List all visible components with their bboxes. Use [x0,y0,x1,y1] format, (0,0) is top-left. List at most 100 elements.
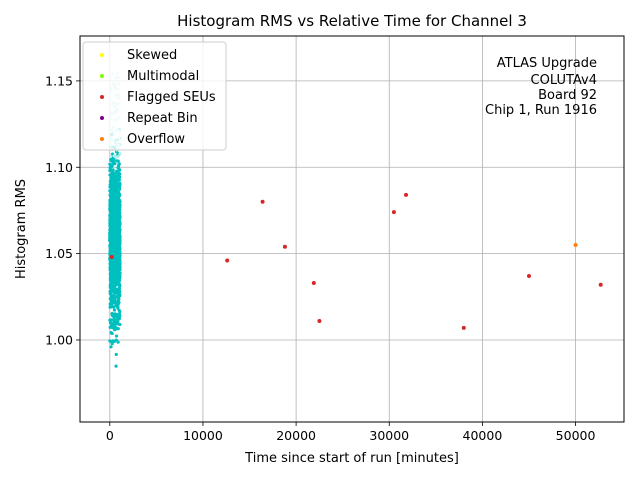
data-point [404,192,409,197]
legend-marker-flagged-seus [100,95,104,99]
legend-label-multimodal: Multimodal [127,69,199,84]
cluster-point [114,303,118,307]
cluster-point [110,203,114,207]
cluster-point [108,217,112,221]
cluster-point [113,299,117,303]
data-point [461,325,466,330]
cluster-point [118,274,122,279]
cluster-point [115,281,120,285]
annotation-line: ATLAS Upgrade [497,56,597,71]
cluster-point [111,196,116,201]
cluster-point [110,331,114,336]
cluster-point [118,183,122,187]
cluster-point [118,309,122,314]
cluster-point [117,287,121,291]
cluster-points [108,71,122,368]
cluster-point [109,213,113,217]
cluster-point [112,234,117,239]
y-tick-label: 1.15 [45,73,73,88]
cluster-point [113,328,117,332]
cluster-point [118,258,122,262]
cluster-point [115,188,120,192]
annotation-block: ATLAS Upgrade COLUTAv4 Board 92 Chip 1, … [485,56,597,118]
cluster-point [110,342,114,346]
cluster-point [112,158,116,162]
legend: Skewed Multimodal Flagged SEUs Repeat Bi… [82,41,227,151]
cluster-point [114,334,119,338]
cluster-point [116,271,121,275]
cluster-point [109,345,113,349]
cluster-point [110,322,114,326]
cluster-point [110,182,114,186]
cluster-point [114,352,118,357]
cluster-point [117,205,121,209]
cluster-point [115,169,119,173]
cluster-point [118,253,122,258]
legend-label-overflow: Overflow [127,132,185,147]
data-point [598,282,603,287]
cluster-point [111,162,115,166]
cluster-point [112,179,116,184]
legend-label-repeat-bin: Repeat Bin [127,111,198,126]
legend-label-flagged-seus: Flagged SEUs [127,90,216,105]
legend-marker-skewed [100,53,104,57]
data-point [311,280,316,285]
cluster-point [110,282,115,286]
cluster-point [115,194,119,198]
cluster-point [110,267,114,271]
cluster-point [116,217,120,222]
data-point [109,255,114,260]
plot-frame [79,35,625,423]
cluster-point [115,214,119,218]
cluster-point [116,176,120,180]
cluster-point [112,262,116,266]
cluster-point [116,202,121,207]
cluster-point [108,162,112,166]
cluster-point [116,238,120,242]
cluster-point [116,267,120,272]
cluster-point-faint [112,154,116,158]
cluster-point [116,298,120,303]
cluster-point [116,294,120,298]
legend-marker-repeat-bin [100,116,104,120]
cluster-point [108,244,112,248]
legend-marker-overflow [100,137,104,141]
cluster-point [109,168,113,172]
cluster-point [108,318,112,322]
x-axis-title: Time since start of run [minutes] [244,451,459,466]
cluster-point [114,244,118,248]
cluster-point [108,305,112,309]
data-points [109,192,603,330]
cluster-point [109,274,113,279]
cluster-point [114,248,118,252]
cluster-point [108,238,112,243]
cluster-point [115,262,119,267]
cluster-point [114,338,118,342]
y-tick-label: 1.00 [45,332,73,347]
cluster-point [113,241,117,245]
cluster-point-faint [116,155,120,159]
cluster-point [112,294,117,298]
cluster-point [111,175,116,179]
cluster-point [110,296,115,300]
x-tick-label: 20000 [276,428,316,443]
data-point [391,210,396,215]
cluster-point [111,278,115,282]
cluster-point [108,166,112,170]
cluster-point [113,324,117,328]
cluster-point [108,252,112,256]
axis-ticks: 0 10000 20000 30000 40000 50000 1.00 1.05 1.10 1.… [45,73,595,443]
cluster-point [117,290,121,294]
legend-marker-multimodal [100,74,104,78]
annotation-line: Board 92 [538,88,597,103]
cluster-point [112,305,116,309]
y-tick-label: 1.10 [45,160,73,175]
cluster-point [113,177,117,181]
cluster-point [116,322,120,326]
cluster-point [110,222,114,226]
cluster-point [109,235,114,239]
cluster-point [116,234,120,238]
x-tick-label: 0 [106,428,114,443]
cluster-point [117,279,122,283]
